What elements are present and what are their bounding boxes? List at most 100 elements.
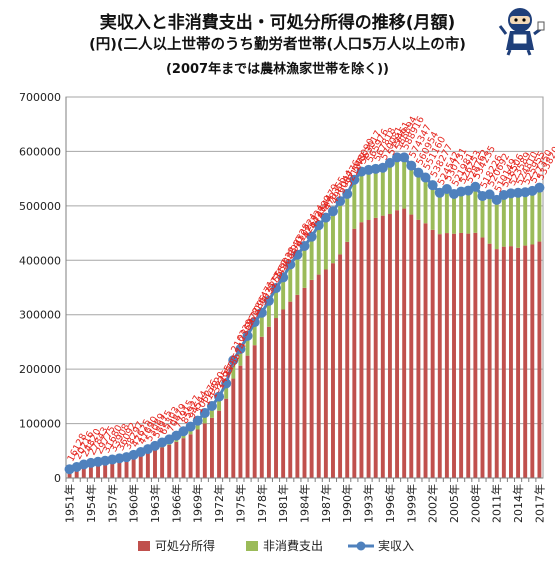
- bar-disposable-income: [452, 233, 456, 478]
- point-actual-income: [413, 167, 424, 178]
- legend-item-actual-income: 実収入: [348, 537, 414, 554]
- x-tick-label: 1990年: [340, 484, 354, 523]
- bar-non-consumption-expenditure: [487, 194, 492, 244]
- x-tick-label: 1951年: [63, 484, 77, 523]
- bar-disposable-income: [231, 378, 236, 478]
- bar-disposable-income: [202, 423, 207, 478]
- bar-disposable-income: [459, 232, 464, 478]
- y-tick-label: 400000: [19, 254, 61, 267]
- bar-disposable-income: [359, 222, 364, 478]
- legend-label: 可処分所得: [155, 539, 216, 553]
- bar-disposable-income: [395, 210, 400, 478]
- bar-non-consumption-expenditure: [387, 162, 392, 215]
- bar-disposable-income: [480, 237, 485, 478]
- bar-non-consumption-expenditure: [459, 191, 464, 233]
- x-tick-label: 2005年: [447, 484, 461, 523]
- legend-swatch: [246, 541, 258, 551]
- bar-non-consumption-expenditure: [466, 190, 471, 234]
- bar-disposable-income: [288, 301, 293, 478]
- bar-non-consumption-expenditure: [402, 157, 407, 209]
- bar-non-consumption-expenditure: [530, 190, 535, 245]
- bar-non-consumption-expenditure: [380, 167, 385, 216]
- point-actual-income: [491, 194, 502, 205]
- bar-disposable-income: [331, 263, 335, 478]
- bar-non-consumption-expenditure: [430, 185, 435, 230]
- point-actual-income: [249, 317, 260, 328]
- bar-disposable-income: [295, 294, 300, 478]
- bar-disposable-income: [509, 246, 513, 478]
- bar-disposable-income: [274, 318, 278, 478]
- bar-disposable-income: [345, 241, 350, 478]
- x-tick-label: 1969年: [191, 484, 205, 523]
- bar-disposable-income: [110, 461, 115, 478]
- bar-non-consumption-expenditure: [238, 349, 243, 366]
- bar-disposable-income: [195, 429, 200, 478]
- x-tick-label: 1993年: [362, 484, 376, 523]
- point-actual-income: [199, 407, 210, 418]
- x-tick-label: 1978年: [255, 484, 269, 523]
- x-tick-label: 1999年: [404, 484, 418, 523]
- bar-non-consumption-expenditure: [395, 157, 400, 211]
- bar-non-consumption-expenditure: [494, 199, 499, 250]
- point-actual-income: [263, 295, 274, 306]
- y-tick-label: 500000: [19, 200, 61, 213]
- point-actual-income: [534, 182, 545, 193]
- bar-non-consumption-expenditure: [338, 201, 343, 255]
- y-tick-label: 200000: [19, 363, 61, 376]
- bar-disposable-income: [501, 246, 506, 478]
- point-actual-income: [235, 344, 246, 355]
- bar-disposable-income: [338, 254, 343, 478]
- y-tick-label: 0: [54, 472, 61, 485]
- y-tick-label: 600000: [19, 145, 61, 158]
- bar-non-consumption-expenditure: [245, 335, 250, 356]
- point-actual-income: [313, 220, 324, 231]
- point-actual-income: [320, 212, 331, 223]
- bar-non-consumption-expenditure: [323, 217, 328, 270]
- bar-disposable-income: [88, 464, 93, 478]
- legend-item-non-consumption: 非消費支出: [246, 537, 323, 554]
- point-actual-income: [178, 426, 189, 437]
- bar-disposable-income: [167, 444, 172, 478]
- x-tick-label: 1984年: [298, 484, 312, 523]
- bar-disposable-income: [366, 220, 371, 478]
- x-tick-label: 1975年: [233, 484, 247, 523]
- legend-item-disposable-income: 可処分所得: [138, 537, 215, 554]
- legend-swatch: [138, 541, 150, 551]
- bar-non-consumption-expenditure: [202, 412, 207, 424]
- bar-disposable-income: [153, 450, 157, 478]
- bar-disposable-income: [96, 463, 100, 478]
- bar-disposable-income: [131, 457, 136, 478]
- y-tick-label: 300000: [19, 309, 61, 322]
- point-actual-income: [271, 283, 282, 294]
- bar-non-consumption-expenditure: [331, 211, 335, 264]
- point-actual-income: [377, 162, 388, 173]
- bar-non-consumption-expenditure: [473, 186, 478, 233]
- bar-disposable-income: [81, 465, 86, 478]
- point-actual-income: [470, 181, 481, 192]
- x-tick-label: 2002年: [426, 484, 440, 523]
- bar-non-consumption-expenditure: [217, 396, 222, 411]
- bar-disposable-income: [117, 460, 122, 478]
- bar-non-consumption-expenditure: [345, 193, 350, 242]
- x-tick-label: 2017年: [532, 484, 546, 523]
- x-tick-label: 1987年: [319, 484, 333, 523]
- bar-disposable-income: [323, 269, 328, 478]
- point-actual-income: [206, 400, 217, 411]
- x-tick-label: 1957年: [105, 484, 119, 523]
- point-actual-income: [342, 188, 353, 199]
- bar-disposable-income: [316, 274, 321, 478]
- point-actual-income: [285, 259, 296, 270]
- point-actual-income: [278, 272, 289, 283]
- bar-disposable-income: [238, 365, 243, 478]
- x-tick-label: 1966年: [169, 484, 183, 523]
- legend-label: 実収入: [378, 539, 415, 553]
- x-tick-label: 2011年: [490, 484, 504, 523]
- point-actual-income: [242, 330, 253, 341]
- bar-disposable-income: [252, 345, 257, 478]
- bar-disposable-income: [266, 326, 271, 478]
- point-actual-income: [384, 157, 395, 168]
- bar-non-consumption-expenditure: [259, 312, 264, 337]
- point-actual-income: [399, 152, 410, 163]
- point-actual-income: [221, 378, 232, 389]
- ninja-character-icon: [498, 8, 545, 56]
